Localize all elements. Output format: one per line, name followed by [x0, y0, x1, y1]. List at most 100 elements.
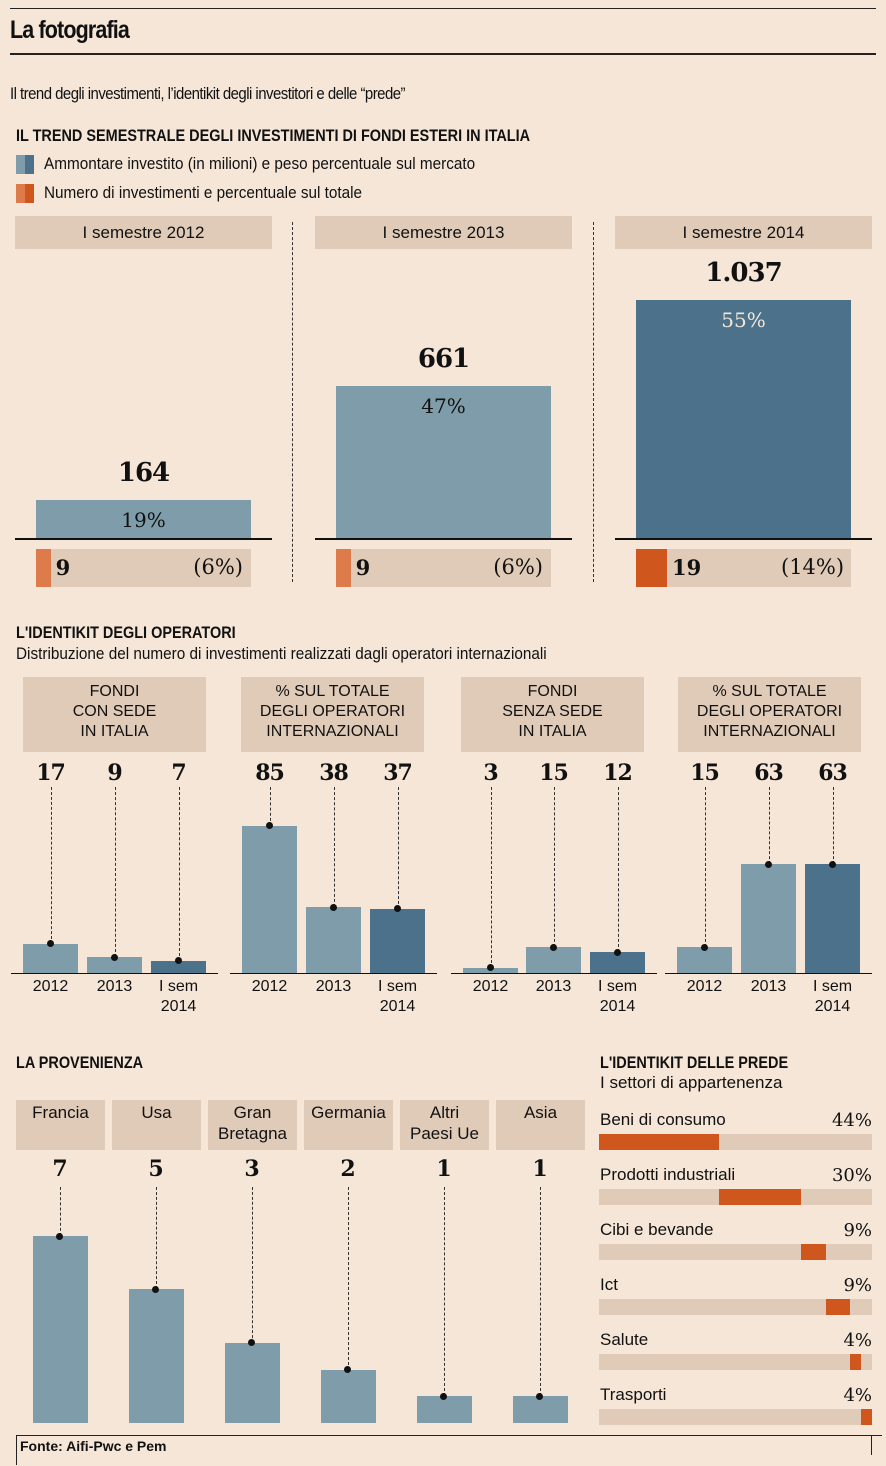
- baseline: [665, 973, 872, 974]
- leader-line: [832, 787, 834, 864]
- operator-bar: [805, 864, 860, 973]
- sector-fill: [850, 1354, 862, 1370]
- panel-divider: [593, 222, 594, 582]
- operator-header: FONDI CON SEDE IN ITALIA: [23, 677, 206, 752]
- operator-header: FONDI SENZA SEDE IN ITALIA: [461, 677, 644, 752]
- operators-heading: L'IDENTIKIT DEGLI OPERATORI: [16, 623, 236, 642]
- country-bar: [320, 1369, 376, 1423]
- country-header-line: Bretagna: [218, 1124, 287, 1143]
- x-axis-label-line: I sem: [812, 978, 853, 995]
- country-header: Francia: [16, 1100, 105, 1150]
- sector-label: Cibi e bevande: [600, 1220, 714, 1239]
- operator-value-label: 85: [255, 760, 285, 786]
- x-axis-label-line: 2014: [814, 998, 851, 1015]
- x-axis-label-line: 2012: [472, 978, 509, 995]
- leader-dot: [614, 948, 621, 956]
- count-fill: [36, 549, 51, 587]
- leader-line: [114, 787, 116, 958]
- leader-line: [155, 1187, 157, 1290]
- market-share-label: 55%: [721, 308, 766, 332]
- country-value-label: 2: [340, 1156, 355, 1182]
- country-header: Gran Bretagna: [208, 1100, 297, 1150]
- operator-value-label: 17: [36, 760, 66, 786]
- semester-tab: I semestre 2013: [315, 216, 572, 249]
- operator-value-label: 7: [171, 760, 186, 786]
- country-header-line: Gran: [233, 1103, 272, 1122]
- operator-header: % SUL TOTALE DEGLI OPERATORI INTERNAZIONAL…: [241, 677, 424, 752]
- sector-fill: [719, 1189, 801, 1205]
- sector-percent: 9%: [843, 1220, 872, 1241]
- operator-value-label: 38: [319, 760, 349, 786]
- operators-subheading: Distribuzione del numero di investimenti…: [16, 644, 547, 663]
- leader-line: [59, 1187, 61, 1236]
- operator-value-label: 12: [603, 760, 633, 786]
- leader-dot: [550, 943, 557, 951]
- sector-track: [599, 1409, 872, 1425]
- x-axis-label-line: 2013: [750, 978, 787, 995]
- x-axis-label-line: I sem: [597, 978, 638, 995]
- legend-label: Ammontare investito (in milioni) e peso …: [44, 154, 476, 173]
- title-rule: [10, 53, 876, 55]
- operator-header-line: % SUL TOTALE: [275, 683, 390, 700]
- leader-dot: [829, 860, 836, 868]
- country-value-label: 1: [436, 1156, 451, 1182]
- operator-bar: [526, 947, 581, 973]
- operator-bar: [23, 943, 78, 973]
- x-axis-label: I sem 2014: [144, 977, 214, 1017]
- count-strip: [336, 549, 551, 587]
- sector-fill: [825, 1299, 851, 1315]
- x-axis-label-line: 2013: [535, 978, 572, 995]
- operator-header-line: DEGLI OPERATORI: [696, 703, 843, 720]
- country-header-line: Germania: [311, 1103, 386, 1122]
- amount-bar: [336, 386, 551, 538]
- country-bar: [128, 1289, 184, 1423]
- x-axis-label-line: I sem: [377, 978, 418, 995]
- country-header: Asia: [496, 1100, 585, 1150]
- x-axis-label: 2012: [456, 977, 526, 997]
- x-axis-label-line: 2013: [315, 978, 352, 995]
- semester-tab: I semestre 2012: [15, 216, 272, 249]
- x-axis-label: I sem 2014: [798, 977, 868, 1017]
- leader-line: [553, 787, 555, 948]
- country-header-line: Paesi Ue: [410, 1124, 479, 1143]
- sector-percent: 4%: [843, 1385, 872, 1406]
- operator-value-label: 3: [483, 760, 498, 786]
- leader-line: [539, 1187, 541, 1397]
- market-share-label: 19%: [121, 508, 166, 533]
- operator-value-label: 15: [539, 760, 569, 786]
- sector-percent: 9%: [843, 1275, 872, 1296]
- panel-divider: [292, 222, 293, 582]
- leader-line: [397, 787, 399, 909]
- x-axis-label: 2012: [670, 977, 740, 997]
- leader-line: [490, 787, 492, 968]
- leader-dot: [536, 1392, 543, 1400]
- semester-tab: I semestre 2014: [615, 216, 872, 249]
- operator-header-line: IN ITALIA: [80, 723, 149, 740]
- x-axis-label-line: 2013: [96, 978, 133, 995]
- leader-dot: [56, 1232, 63, 1240]
- country-bar: [224, 1342, 280, 1423]
- operator-value-label: 15: [690, 760, 720, 786]
- operator-bar: [306, 907, 361, 973]
- country-header-line: Usa: [141, 1103, 172, 1122]
- provenance-heading: LA PROVENIENZA: [16, 1053, 144, 1072]
- country-header: Usa: [112, 1100, 201, 1150]
- leader-dot: [765, 860, 772, 868]
- leader-dot: [344, 1366, 351, 1374]
- sector-fill: [801, 1244, 826, 1260]
- count-label: 19: [672, 555, 702, 580]
- baseline: [615, 538, 872, 540]
- sector-percent: 44%: [831, 1110, 872, 1131]
- leader-dot: [111, 953, 118, 961]
- operator-header-line: CON SEDE: [72, 703, 157, 720]
- sector-label: Beni di consumo: [600, 1110, 726, 1129]
- sector-label: Ict: [600, 1275, 618, 1294]
- page-subtitle: Il trend degli investimenti, l’identikit…: [10, 84, 406, 103]
- count-label: 9: [55, 555, 71, 580]
- sector-percent: 30%: [831, 1165, 872, 1186]
- operator-value-label: 63: [754, 760, 784, 786]
- leader-dot: [394, 905, 401, 913]
- country-header-line: Altri: [429, 1103, 460, 1122]
- country-value-label: 7: [52, 1156, 67, 1182]
- leader-dot: [175, 957, 182, 965]
